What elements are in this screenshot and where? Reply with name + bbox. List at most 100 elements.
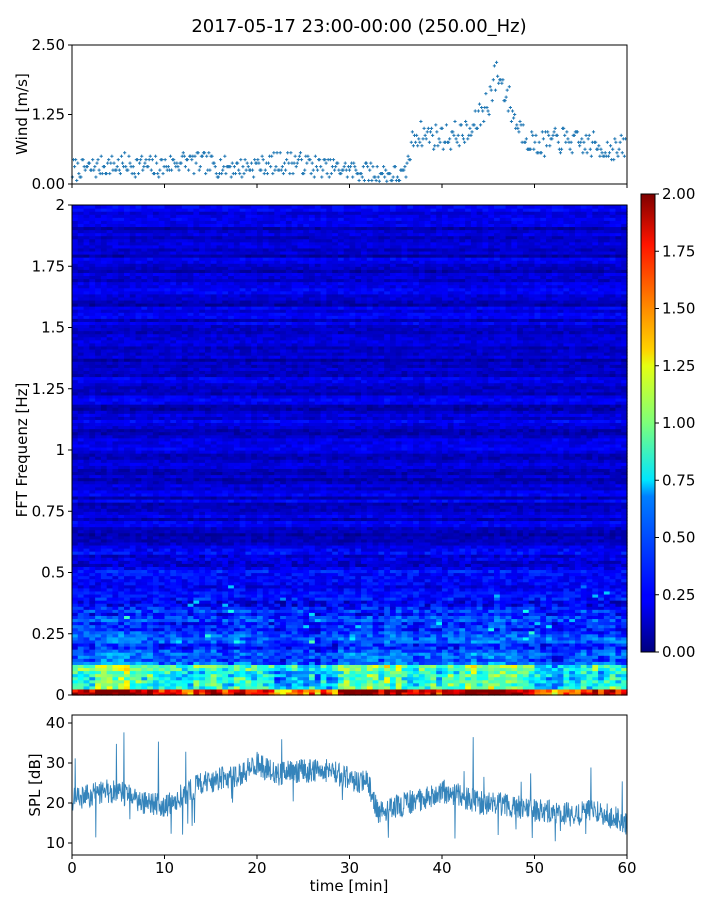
spectrogram-cell xyxy=(135,345,142,350)
spectrogram-cell xyxy=(152,238,160,243)
spectrogram-cell xyxy=(181,462,189,466)
spectrogram-cell xyxy=(176,557,183,561)
spectrogram-cell xyxy=(147,566,154,571)
spectrogram-cell xyxy=(199,495,206,500)
wind-marker xyxy=(244,168,248,172)
spectrogram-cell xyxy=(147,569,154,574)
spectrogram-cell xyxy=(199,446,206,451)
spectrogram-cell xyxy=(210,471,218,476)
spectrogram-cell xyxy=(216,303,223,307)
wind-marker xyxy=(490,99,494,103)
spectrogram-cell xyxy=(216,241,223,246)
spectrogram-cell xyxy=(118,600,125,604)
spectrogram-cell xyxy=(193,633,200,638)
spectrogram-cell xyxy=(106,391,114,396)
spectrogram-cell xyxy=(112,333,119,338)
wind-marker xyxy=(413,140,418,144)
spectrogram-cell xyxy=(112,639,119,644)
spectrogram-cell xyxy=(129,312,137,316)
spectrogram-cell xyxy=(72,600,79,604)
spectrogram-cell xyxy=(147,664,154,669)
spectrogram-cell xyxy=(118,355,125,359)
spectrogram-cell xyxy=(147,250,154,255)
spectrogram-cell xyxy=(176,440,183,445)
spectrogram-cell xyxy=(83,679,90,684)
spectrogram-cell xyxy=(210,352,218,356)
spectrogram-cell xyxy=(100,578,108,583)
spectrogram-cell xyxy=(152,315,160,319)
spectrogram-cell xyxy=(129,465,137,469)
spectrogram-cell xyxy=(129,603,137,607)
spectrogram-cell xyxy=(222,250,229,255)
spectrogram-cell xyxy=(187,572,195,577)
spectrogram-cell xyxy=(176,370,183,375)
spectrogram-cell xyxy=(210,315,218,319)
spectrogram-cell xyxy=(193,397,200,402)
spectrogram-cell xyxy=(170,655,177,659)
spectrogram-cell xyxy=(170,621,177,626)
spectrogram-cell xyxy=(158,293,166,298)
spectrogram-cell xyxy=(100,658,108,662)
spectrogram-cell xyxy=(193,446,200,451)
spectrogram-cell xyxy=(204,309,212,313)
wind-marker xyxy=(546,130,550,134)
spectrogram-cell xyxy=(106,560,114,564)
wind-marker xyxy=(92,168,96,172)
spectrogram-cell xyxy=(83,492,90,497)
spectrogram-cell xyxy=(228,315,235,319)
spectrogram-cell xyxy=(216,443,223,448)
spectrogram-cell xyxy=(124,391,131,396)
spectrogram-cell xyxy=(72,205,79,209)
spectrogram-cell xyxy=(222,646,229,650)
spectrogram-cell xyxy=(95,260,102,264)
spectrogram-cell xyxy=(199,646,206,650)
spectrogram-cell xyxy=(129,526,137,531)
spectrogram-cell xyxy=(210,612,218,616)
spectrogram-cell xyxy=(77,217,85,221)
spectrogram-cell xyxy=(118,459,125,463)
spectrogram-cell xyxy=(147,508,154,512)
spectrogram-cell xyxy=(204,376,212,381)
spectrogram-cell xyxy=(129,532,137,537)
spectrogram-cell xyxy=(83,548,90,552)
spectrogram-cell xyxy=(216,394,223,399)
spectrogram-cell xyxy=(118,254,125,258)
spectrogram-cell xyxy=(158,254,166,258)
spectrogram-cell xyxy=(124,410,131,414)
spectrogram-cell xyxy=(204,428,212,433)
spectrogram-cell xyxy=(193,600,200,604)
spectrogram-cell xyxy=(77,223,85,228)
spectrogram-cell xyxy=(210,290,218,295)
wind-marker xyxy=(245,161,249,165)
spectrogram-cell xyxy=(176,342,183,347)
spectrogram-cell xyxy=(164,208,171,212)
spectrogram-cell xyxy=(210,281,218,286)
spectrogram-cell xyxy=(222,336,229,341)
spectrogram-cell xyxy=(176,609,183,613)
wind-marker xyxy=(181,151,185,155)
spectrogram-cell xyxy=(129,670,137,675)
spectrogram-cell xyxy=(77,278,85,283)
spectrogram-cell xyxy=(147,376,154,381)
spectrogram-cell xyxy=(204,345,212,350)
spectrogram-cell xyxy=(106,214,114,218)
spectrogram-cell xyxy=(187,434,195,439)
spectrogram-cell xyxy=(124,639,131,644)
spectrogram-cell xyxy=(176,664,183,669)
wind-marker xyxy=(323,158,327,162)
spectrogram-cell xyxy=(193,514,200,518)
spectrogram-cell xyxy=(141,431,148,436)
spectrogram-cell xyxy=(141,554,148,558)
spectrogram-cell xyxy=(141,309,148,313)
spectrogram-cell xyxy=(135,388,142,393)
spectrogram-cell xyxy=(204,691,212,696)
spectrogram-cell xyxy=(199,655,206,659)
spectrogram-cell xyxy=(118,284,125,289)
spectrogram-cell xyxy=(89,327,96,332)
spectrogram-cell xyxy=(72,578,79,583)
spectrogram-cell xyxy=(147,600,154,604)
spectrogram-cell xyxy=(124,523,131,528)
spectrogram-cell xyxy=(204,655,212,659)
spectrogram-cell xyxy=(216,266,223,270)
spectrogram-cell xyxy=(141,682,148,687)
